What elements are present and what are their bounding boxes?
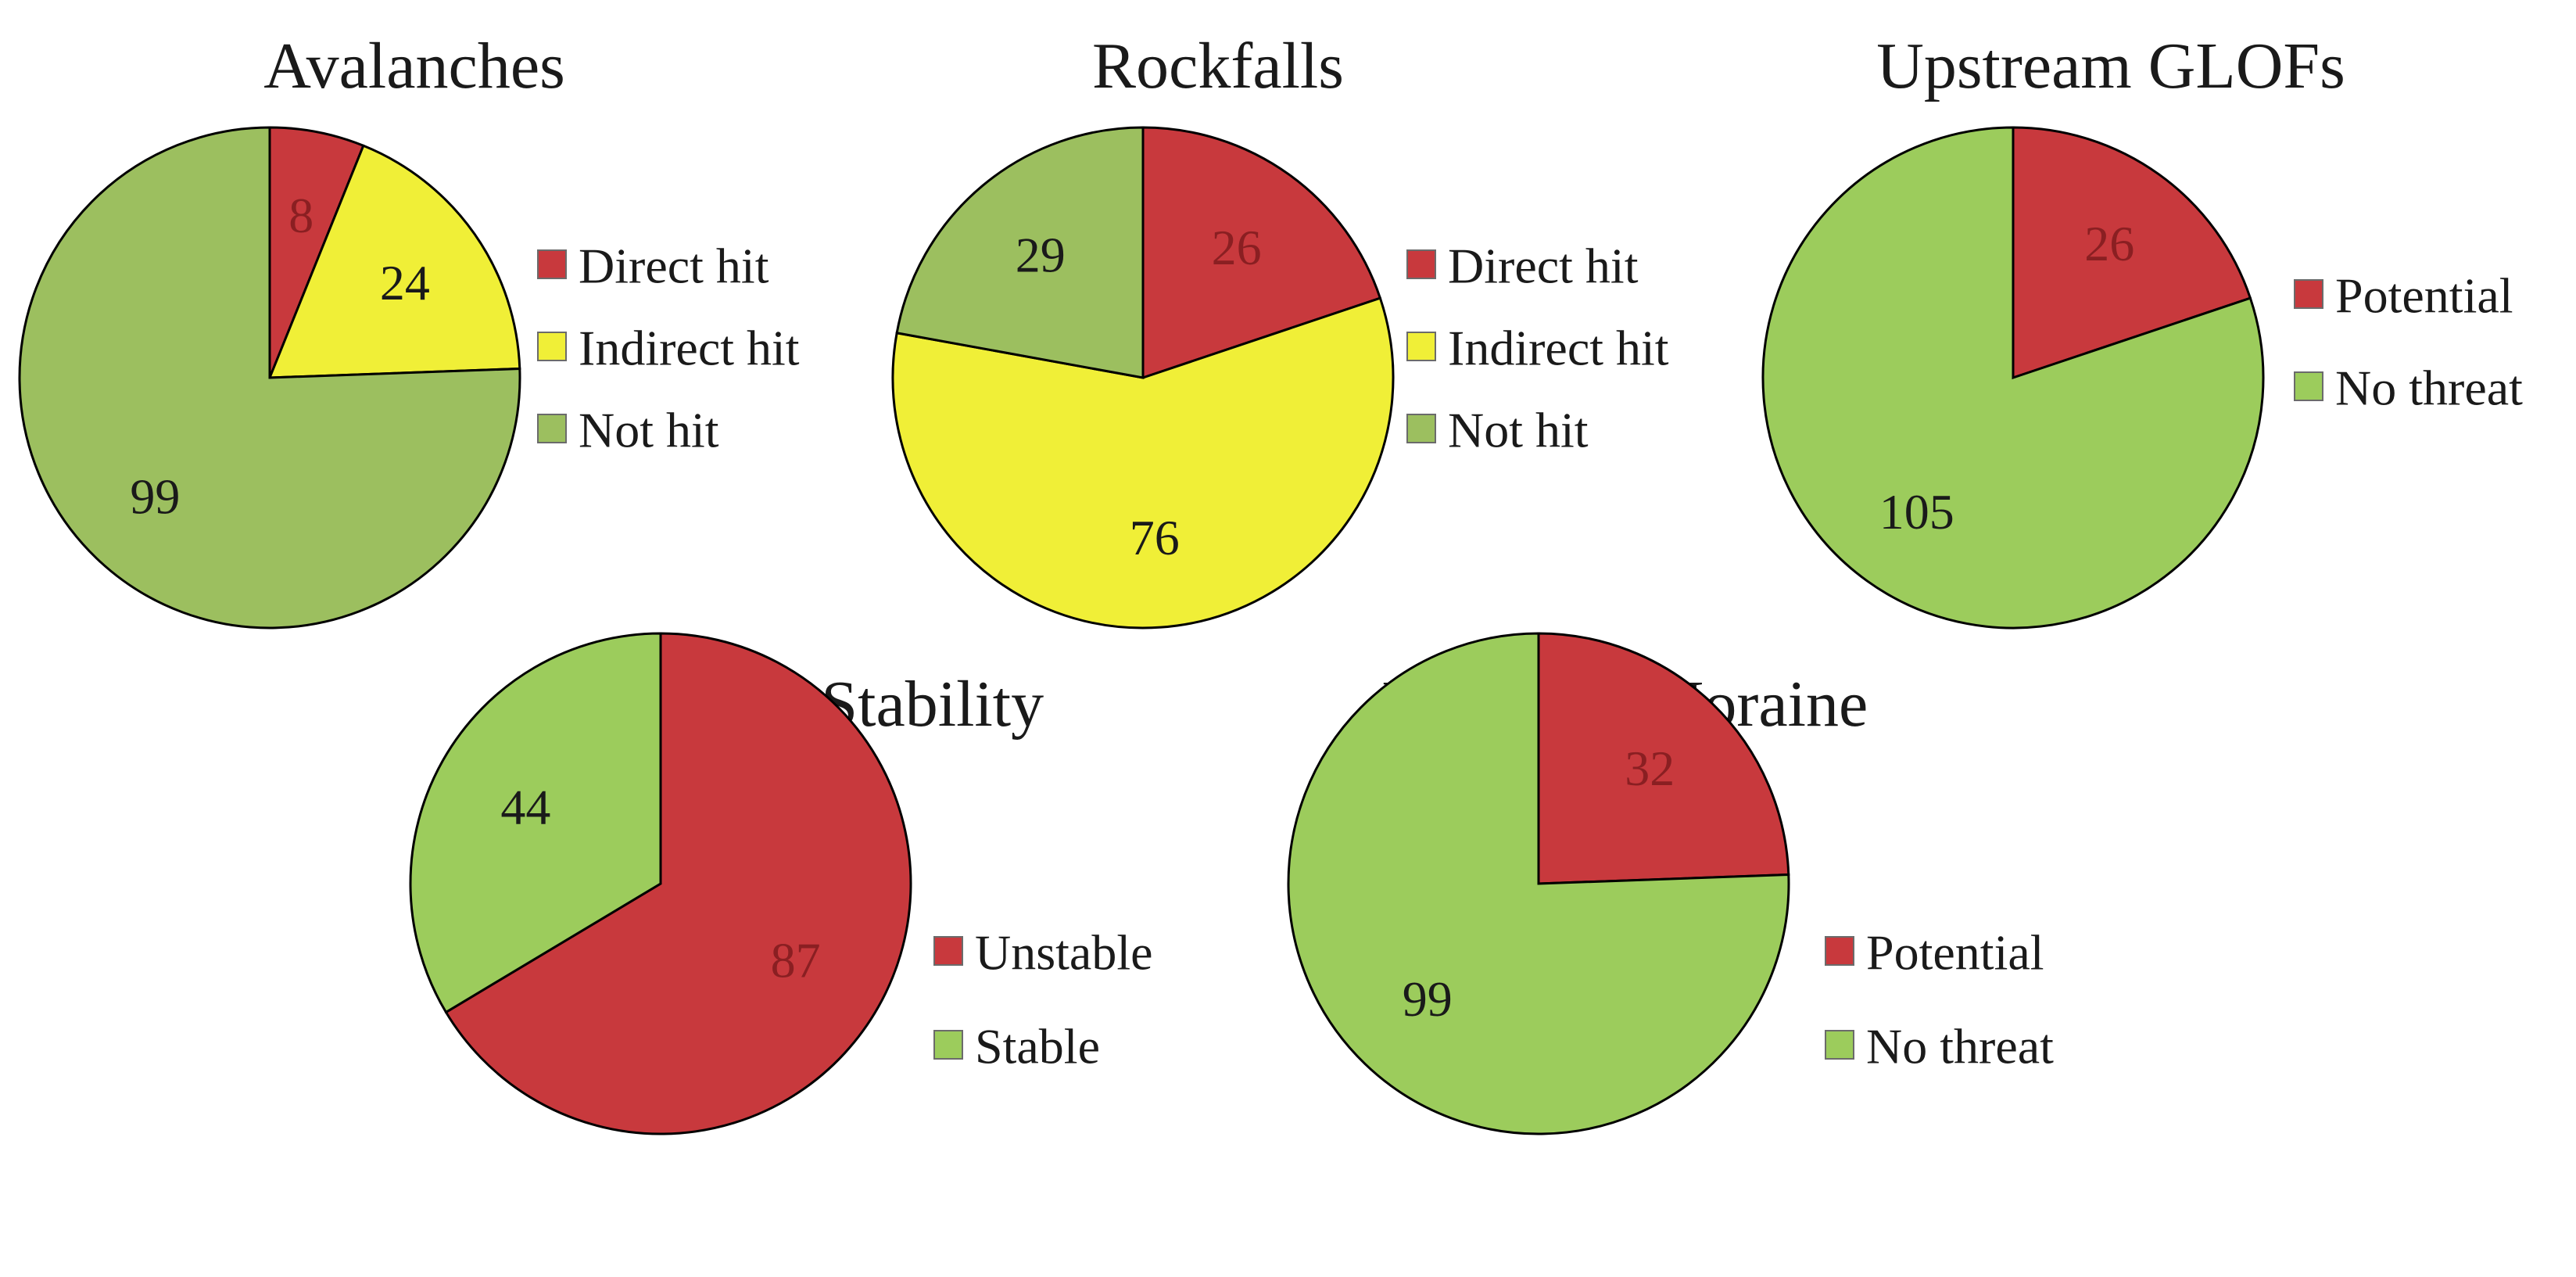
legend-swatch-unstable [933, 936, 963, 966]
legend-swatch-no-threat [1825, 1030, 1854, 1060]
slice-value-label: 32 [1625, 741, 1675, 796]
legend-swatch-potential [2294, 279, 2323, 309]
legend: Potential No threat [1825, 925, 2054, 1074]
slice-value-label: 26 [1212, 220, 1262, 275]
legend-swatch-no-threat [2294, 371, 2323, 401]
legend-label-potential: Potential [2335, 268, 2513, 324]
legend-label-no-threat: No threat [1866, 1019, 2054, 1074]
legend-label-not-hit: Not hit [579, 403, 719, 458]
legend-swatch-indirect-hit [537, 332, 567, 361]
slice-value-label: 44 [500, 780, 550, 835]
legend: Potential No threat [2294, 268, 2523, 416]
pie-chart-upstream-glofs: Upstream GLOFs 26 105 Potential No threat [1761, 30, 2523, 630]
pie-slice-potential [2012, 126, 2252, 380]
legend-swatch-indirect-hit [1406, 332, 1436, 361]
legend-label-not-hit: Not hit [1448, 403, 1589, 458]
legend-label-unstable: Unstable [975, 925, 1153, 981]
pie-chart-avalanches: Avalanches 8 24 99 Direct hit Indirect hit Not… [18, 30, 800, 630]
pie-slice-direct-hit [1141, 126, 1382, 380]
pie-slice-no-threat [1287, 632, 1790, 1135]
slice-value-label: 24 [380, 255, 430, 310]
legend: Direct hit Indirect hit Not hit [1406, 239, 1669, 458]
pie-slice-indirect-hit [891, 296, 1395, 630]
legend-label-no-threat: No threat [2335, 361, 2523, 416]
legend-swatch-not-hit [537, 414, 567, 443]
chart-title: Rockfalls [1092, 30, 1344, 102]
legend-label-indirect-hit: Indirect hit [1448, 321, 1669, 376]
pie-slice-indirect-hit [267, 144, 521, 379]
chart-title: Upstream GLOFs [1876, 30, 2345, 102]
legend-label-direct-hit: Direct hit [579, 239, 769, 294]
chart-title: Avalanches [263, 30, 565, 102]
pie-slice-not-hit [895, 126, 1145, 379]
legend-label-potential: Potential [1866, 925, 2044, 981]
slice-value-label: 99 [1403, 971, 1453, 1027]
slice-value-label: 87 [771, 932, 821, 988]
pie-slice-not-hit [18, 126, 521, 630]
slice-value-label: 8 [288, 188, 313, 243]
slice-value-label: 99 [130, 469, 180, 525]
legend-swatch-not-hit [1406, 414, 1436, 443]
legend-label-indirect-hit: Indirect hit [579, 321, 800, 376]
pie-slice-potential [1537, 632, 1790, 885]
pie-slice-unstable [444, 632, 912, 1135]
legend-swatch-potential [1825, 936, 1854, 966]
pie-slice-no-threat [1761, 126, 2265, 630]
legend-swatch-stable [933, 1030, 963, 1060]
legend-swatch-direct-hit [537, 249, 567, 279]
legend-swatch-direct-hit [1406, 249, 1436, 279]
pie-chart-rockfalls: Rockfalls 26 76 29 Direct hit Indirect hit Not… [891, 30, 1669, 630]
slice-value-label: 105 [1879, 484, 1954, 540]
slice-value-label: 76 [1130, 510, 1180, 565]
legend: Direct hit Indirect hit Not hit [537, 239, 800, 458]
legend-label-direct-hit: Direct hit [1448, 239, 1639, 294]
legend-label-stable: Stable [975, 1019, 1100, 1074]
legend: Unstable Stable [933, 925, 1153, 1074]
pie-slice-stable [409, 632, 662, 1014]
slice-value-label: 29 [1016, 227, 1066, 282]
slice-value-label: 26 [2084, 216, 2134, 271]
pie-slice-direct-hit [268, 126, 365, 378]
